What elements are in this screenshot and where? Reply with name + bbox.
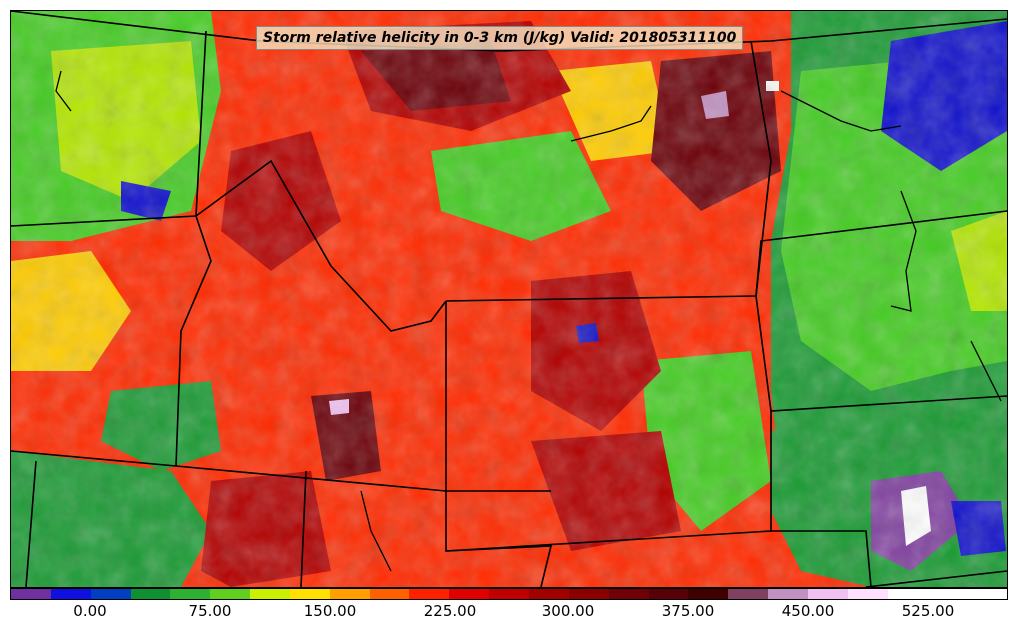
colorbar-swatch <box>50 589 91 599</box>
colorbar-swatch <box>528 589 569 599</box>
colorbar-swatch <box>409 589 450 599</box>
colorbar-tick-label: 150.00 <box>303 602 357 620</box>
colorbar-tick-label: 0.00 <box>73 602 107 620</box>
colorbar-swatch <box>210 589 251 599</box>
colorbar <box>10 588 1008 600</box>
colorbar-ticks: 0.00 75.00 150.00 225.00 300.00 375.00 450.00 5… <box>10 600 1008 630</box>
colorbar-swatch <box>489 589 529 599</box>
colorbar-swatch <box>329 589 370 599</box>
state-borders <box>11 11 1007 587</box>
colorbar-swatch <box>608 589 649 599</box>
colorbar-swatch <box>369 589 410 599</box>
colorbar-swatch <box>250 589 290 599</box>
colorbar-swatch <box>768 589 808 599</box>
map-frame: Storm relative helicity in 0-3 km (J/kg)… <box>10 10 1008 588</box>
colorbar-swatch <box>967 589 1008 599</box>
field-texture <box>11 11 1007 587</box>
colorbar-swatch <box>887 589 928 599</box>
colorbar-tick-label: 525.00 <box>901 602 955 620</box>
colorbar-tick-label: 375.00 <box>661 602 715 620</box>
colorbar-swatch <box>449 589 490 599</box>
colorbar-swatch <box>90 589 131 599</box>
colorbar-swatch <box>648 589 689 599</box>
colorbar-tick-label: 75.00 <box>188 602 232 620</box>
colorbar-swatch <box>688 589 729 599</box>
colorbar-swatch <box>568 589 609 599</box>
colorbar-swatch <box>927 589 968 599</box>
colorbar-swatch <box>847 589 888 599</box>
colorbar-tick-label: 225.00 <box>423 602 477 620</box>
helicity-map <box>11 11 1007 587</box>
coastlines <box>55 70 1002 572</box>
map-title: Storm relative helicity in 0-3 km (J/kg)… <box>256 26 744 50</box>
colorbar-swatch <box>130 589 171 599</box>
colorbar-swatch <box>11 589 51 599</box>
colorbar-swatch <box>807 589 848 599</box>
colorbar-swatch <box>728 589 769 599</box>
colorbar-swatch <box>170 589 211 599</box>
colorbar-tick-label: 450.00 <box>781 602 835 620</box>
colorbar-swatch <box>289 589 330 599</box>
colorbar-tick-label: 300.00 <box>541 602 595 620</box>
